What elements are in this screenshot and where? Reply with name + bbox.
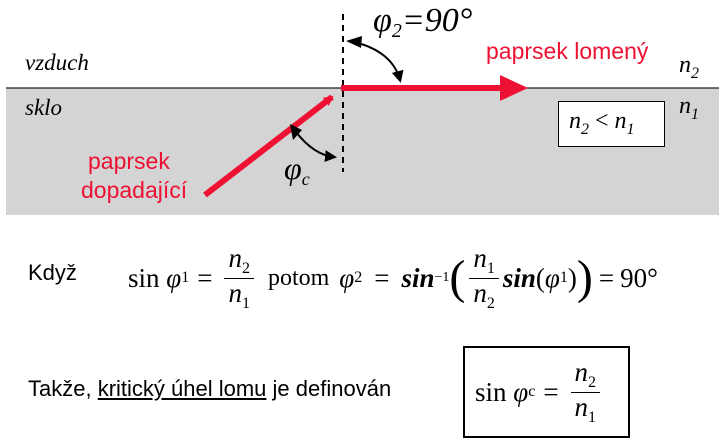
incident-ray-label-line2: dopadající: [81, 177, 188, 203]
takze-sentence: Takže, kritický úhel lomu je definován: [28, 376, 392, 401]
phic-label: φc: [284, 150, 310, 189]
phi2-arc: [349, 40, 404, 83]
refracted-ray-label: paprsek lomený: [486, 38, 649, 64]
air-label: vzduch: [25, 50, 89, 75]
phic-arc-start-arrow: [290, 124, 302, 140]
glass-label: sklo: [25, 95, 63, 120]
critical-angle-term: kritický úhel lomu: [97, 376, 267, 401]
inequality-text: n2 < n1: [569, 108, 635, 138]
phi2-arc-start-arrow: [346, 36, 362, 48]
n2-label: n2: [679, 52, 699, 82]
incident-ray: [203, 94, 334, 198]
n1-label: n1: [679, 93, 699, 123]
inequality-box: n2 < n1: [558, 101, 665, 147]
phic-arc: [295, 131, 337, 163]
refracted-arrowhead: [500, 75, 528, 101]
phi2-label: φ2=90°: [373, 2, 473, 42]
incident-ray-label-line1: paprsek: [88, 148, 170, 174]
kdyz-label: Když: [28, 260, 77, 285]
